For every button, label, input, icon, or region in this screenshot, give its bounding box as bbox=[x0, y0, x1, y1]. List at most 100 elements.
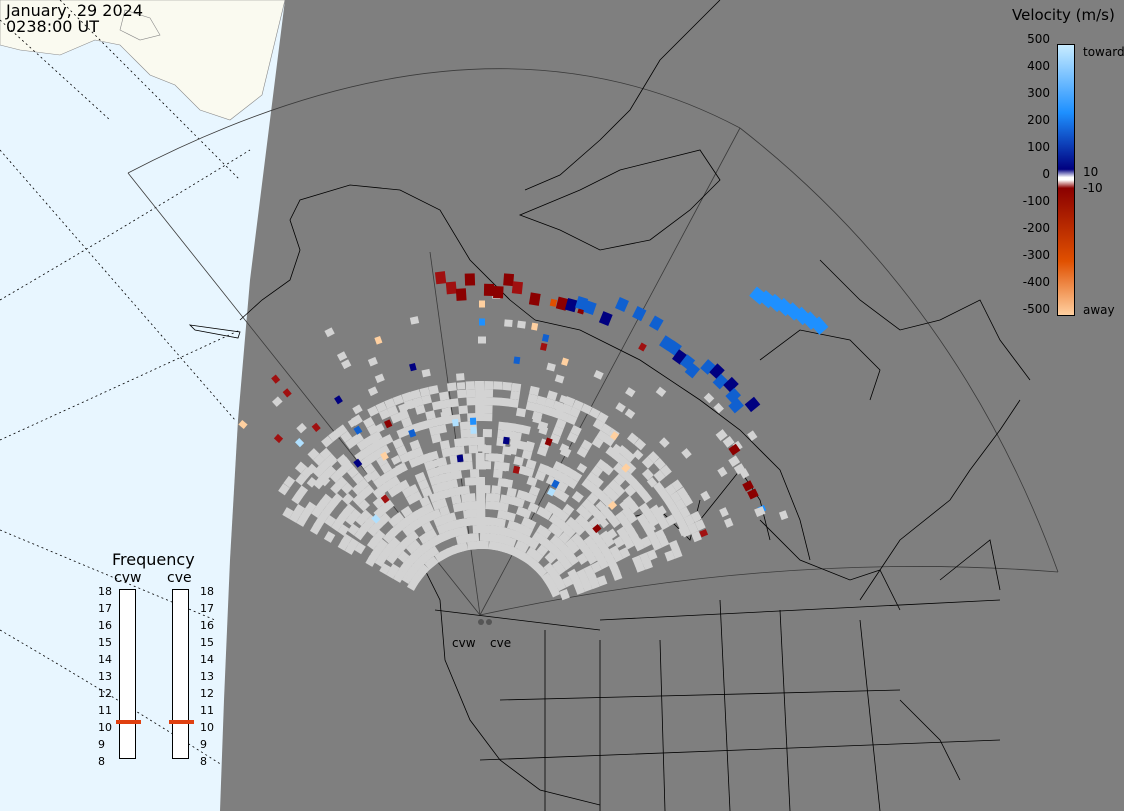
range-cell bbox=[607, 500, 618, 510]
frequency-tick-right: 17 bbox=[200, 602, 214, 615]
range-cell bbox=[596, 430, 608, 442]
range-cell bbox=[430, 508, 442, 520]
range-cell bbox=[666, 340, 682, 356]
range-cell bbox=[555, 418, 567, 430]
range-cell bbox=[651, 539, 663, 551]
range-cell bbox=[398, 409, 410, 421]
range-cell bbox=[431, 400, 443, 411]
range-cell bbox=[386, 478, 397, 489]
range-cell bbox=[483, 404, 493, 414]
range-cell bbox=[590, 561, 602, 574]
range-cell bbox=[535, 395, 547, 406]
radar-site-cvw-marker bbox=[478, 619, 484, 625]
range-cell bbox=[665, 514, 677, 527]
range-cell bbox=[595, 500, 607, 512]
range-cell bbox=[524, 518, 537, 530]
range-cell bbox=[400, 505, 413, 518]
frequency-tick-right: 14 bbox=[200, 653, 214, 666]
range-cell bbox=[362, 416, 375, 429]
range-cell bbox=[319, 447, 332, 460]
range-cell bbox=[648, 315, 664, 331]
range-cell bbox=[747, 488, 759, 500]
range-cell bbox=[456, 389, 467, 399]
range-cell bbox=[469, 417, 477, 425]
range-cell bbox=[331, 492, 344, 506]
range-cell bbox=[476, 492, 486, 502]
range-cell bbox=[562, 503, 575, 516]
range-cell bbox=[527, 502, 539, 514]
range-cell bbox=[540, 508, 553, 521]
range-cell bbox=[419, 386, 431, 397]
range-cell bbox=[440, 399, 451, 409]
range-cell bbox=[354, 542, 366, 555]
range-cell bbox=[293, 503, 305, 516]
frequency-tick-right: 11 bbox=[200, 704, 214, 717]
range-cell bbox=[596, 575, 608, 587]
range-cell bbox=[547, 487, 556, 497]
frequency-tick-left: 11 bbox=[98, 704, 112, 717]
range-cell bbox=[581, 580, 593, 592]
range-cell bbox=[493, 381, 503, 390]
range-cell bbox=[674, 498, 687, 511]
range-cell bbox=[412, 447, 424, 458]
range-cell bbox=[395, 463, 406, 473]
range-cell bbox=[495, 517, 506, 528]
range-cell bbox=[611, 569, 623, 581]
range-cell bbox=[353, 425, 363, 435]
range-cell bbox=[580, 439, 593, 451]
range-cell bbox=[428, 425, 440, 436]
range-cell bbox=[624, 484, 637, 497]
range-cell bbox=[475, 404, 485, 414]
range-cell bbox=[672, 510, 684, 523]
range-cell bbox=[715, 429, 728, 442]
range-cell bbox=[623, 537, 635, 550]
range-cell bbox=[502, 478, 514, 489]
range-cell bbox=[722, 436, 735, 448]
range-cell bbox=[538, 425, 549, 435]
frequency-tick-right: 16 bbox=[200, 619, 214, 632]
range-cell bbox=[525, 440, 535, 450]
range-cell bbox=[492, 397, 502, 406]
velocity-colorbar bbox=[1057, 44, 1075, 316]
frequency-tick-left: 10 bbox=[98, 721, 112, 734]
range-cell bbox=[544, 397, 556, 409]
range-cell bbox=[592, 418, 605, 431]
range-cell bbox=[470, 426, 477, 434]
colorbar-tick-label: -500 bbox=[1022, 302, 1050, 316]
range-cell bbox=[296, 485, 309, 498]
range-cell bbox=[559, 443, 570, 454]
range-cell bbox=[679, 490, 690, 502]
range-cell bbox=[556, 403, 566, 413]
range-cell bbox=[520, 507, 532, 519]
colorbar-tick-label: -300 bbox=[1022, 248, 1050, 262]
range-cell bbox=[321, 435, 334, 448]
range-cell bbox=[374, 335, 383, 345]
range-cell bbox=[456, 373, 465, 381]
range-cell bbox=[451, 494, 462, 505]
range-cell bbox=[699, 529, 709, 538]
range-cell bbox=[603, 434, 616, 447]
range-cell bbox=[542, 405, 553, 416]
range-cell bbox=[671, 479, 683, 492]
range-cell bbox=[684, 362, 701, 379]
range-cell bbox=[534, 470, 547, 482]
range-cell bbox=[586, 492, 599, 505]
frequency-tick-left: 13 bbox=[98, 670, 112, 683]
range-cell bbox=[528, 292, 541, 306]
range-cell bbox=[611, 443, 623, 455]
range-cell bbox=[638, 342, 647, 352]
range-cell bbox=[497, 510, 508, 520]
range-cell bbox=[725, 387, 742, 404]
range-cell bbox=[357, 478, 370, 491]
day-land-island bbox=[119, 9, 161, 41]
colorbar-tick-label: -400 bbox=[1022, 275, 1050, 289]
range-cell bbox=[343, 503, 356, 516]
range-cell bbox=[490, 493, 501, 503]
range-cell bbox=[525, 401, 537, 412]
range-cell bbox=[681, 448, 692, 459]
range-cell bbox=[634, 561, 646, 573]
range-cell bbox=[478, 444, 486, 452]
frequency-tick-left: 8 bbox=[98, 755, 105, 768]
range-cell bbox=[619, 500, 630, 511]
